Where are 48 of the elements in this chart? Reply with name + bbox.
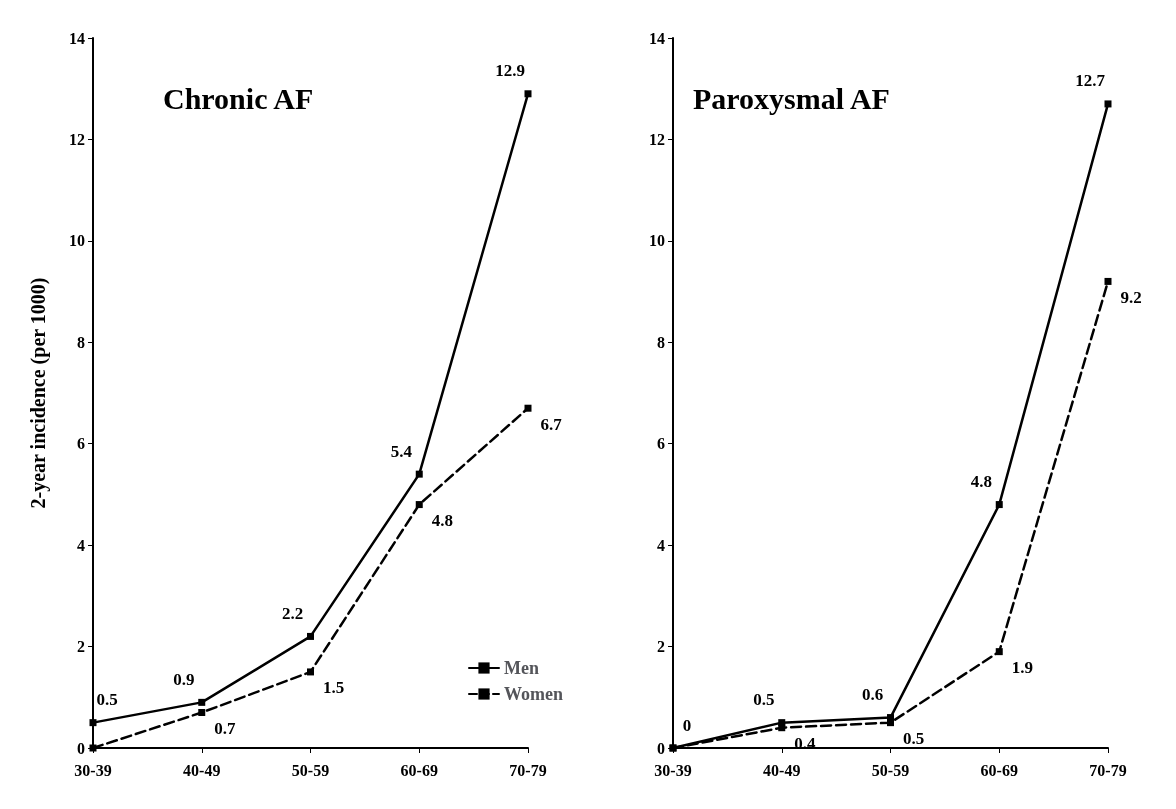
y-tick-label: 6 (657, 435, 665, 453)
y-tick-label: 2 (77, 638, 85, 656)
data-label: 0.5 (903, 729, 925, 749)
y-tick-label: 4 (77, 536, 85, 554)
y-tick-label: 14 (69, 29, 85, 47)
data-label: 1.9 (1011, 658, 1033, 678)
y-tick-label: 0 (77, 739, 85, 757)
x-tick-label: 40-49 (763, 761, 801, 779)
x-tick-label: 60-69 (400, 761, 438, 779)
y-tick-label: 8 (77, 333, 85, 351)
text: Paroxysmal AF (693, 81, 890, 115)
x-tick-label: 30-39 (74, 761, 112, 779)
y-tick-label: 14 (649, 29, 665, 47)
x-tick-label: 70-79 (1089, 761, 1127, 779)
y-tick-label: 6 (77, 435, 85, 453)
y-tick-label: 10 (649, 232, 665, 250)
data-label: 0.5 (96, 690, 118, 710)
data-label: 12.9 (495, 61, 525, 81)
y-tick-label: 12 (649, 130, 665, 148)
legend-label: Men (504, 658, 539, 678)
data-label: 12.7 (1075, 71, 1106, 91)
x-tick-label: 60-69 (980, 761, 1018, 779)
data-label: 0.9 (173, 669, 195, 689)
x-tick-label: 30-39 (654, 761, 692, 779)
y-tick-label: 2 (657, 638, 665, 656)
data-label: 0.6 (861, 685, 884, 705)
data-label: 4.8 (970, 472, 992, 492)
data-label: 0.5 (753, 690, 775, 710)
x-tick-label: 70-79 (509, 761, 547, 779)
y-tick-label: 12 (69, 130, 85, 148)
data-label: 5.4 (390, 441, 413, 461)
text: Chronic AF (163, 81, 314, 115)
data-label: 2.2 (281, 603, 304, 623)
data-label: 0.7 (214, 719, 236, 738)
data-label: 9.2 (1120, 287, 1142, 307)
legend-label: Women (504, 684, 564, 704)
data-label: 4.8 (431, 511, 453, 531)
y-tick-label: 8 (657, 333, 665, 351)
data-label: 1.5 (323, 678, 345, 698)
x-tick-label: 50-59 (871, 761, 910, 779)
data-label: 0 (682, 715, 692, 735)
x-tick-label: 40-49 (183, 761, 221, 779)
y-tick-label: 10 (69, 232, 85, 250)
x-tick-label: 50-59 (291, 761, 330, 779)
y-tick-label: 4 (657, 536, 665, 554)
y-tick-label: 0 (657, 739, 665, 757)
data-label: 6.7 (540, 414, 563, 434)
y-axis-title: 2-year incidence (per 1000) (27, 277, 50, 509)
